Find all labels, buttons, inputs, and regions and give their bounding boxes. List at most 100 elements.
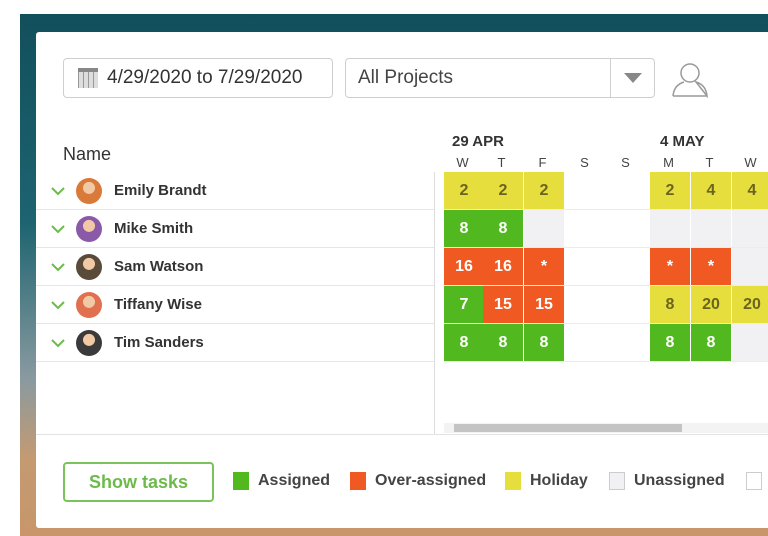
legend-label: Over-assigned xyxy=(375,472,487,489)
allocation-cell[interactable]: 7 xyxy=(444,286,484,323)
allocation-cell[interactable]: 8 xyxy=(483,210,523,247)
person-row[interactable]: Tiffany Wise xyxy=(36,286,434,324)
day-label: S xyxy=(621,155,630,170)
allocation-cell[interactable] xyxy=(607,172,647,209)
allocation-cell[interactable]: 2 xyxy=(650,172,690,209)
day-label: T xyxy=(497,155,506,170)
allocation-cell[interactable]: 8 xyxy=(524,324,564,361)
allocation-cell[interactable]: * xyxy=(524,248,564,285)
legend-item: Assigned xyxy=(233,472,330,490)
date-range-text: 4/29/2020 to 7/29/2020 xyxy=(107,67,303,88)
column-divider[interactable] xyxy=(434,172,435,434)
chevron-down-icon[interactable] xyxy=(50,297,66,313)
allocation-cell[interactable] xyxy=(691,210,731,247)
scrollbar-thumb[interactable] xyxy=(454,424,682,432)
legend-swatch xyxy=(505,472,521,490)
person-name[interactable]: Tim Sanders xyxy=(114,334,204,351)
person-row[interactable]: Mike Smith xyxy=(36,210,434,248)
week-label: 4 MAY xyxy=(660,133,705,150)
allocation-cell[interactable]: 15 xyxy=(483,286,523,323)
chevron-down-icon[interactable] xyxy=(50,183,66,199)
allocation-cell[interactable] xyxy=(524,210,564,247)
allocation-cell[interactable]: 4 xyxy=(691,172,731,209)
allocation-cell[interactable]: 8 xyxy=(650,324,690,361)
calendar-icon xyxy=(78,68,98,88)
allocation-cell[interactable] xyxy=(607,248,647,285)
project-select[interactable]: All Projects xyxy=(345,58,655,98)
allocation-cell[interactable]: 8 xyxy=(650,286,690,323)
avatar xyxy=(76,215,102,242)
allocation-cell[interactable] xyxy=(566,172,606,209)
chevron-down-icon[interactable] xyxy=(50,221,66,237)
allocation-cell[interactable] xyxy=(566,248,606,285)
allocation-cell[interactable]: 8 xyxy=(483,324,523,361)
day-label: M xyxy=(663,155,674,170)
person-row[interactable]: Sam Watson xyxy=(36,248,434,286)
avatar xyxy=(76,291,102,318)
allocation-cell[interactable] xyxy=(607,286,647,323)
allocation-cell[interactable]: 8 xyxy=(691,324,731,361)
allocation-cell[interactable]: 15 xyxy=(524,286,564,323)
avatar xyxy=(76,253,102,280)
caret-down-icon xyxy=(623,73,642,83)
legend-item xyxy=(746,472,768,490)
person-name[interactable]: Mike Smith xyxy=(114,220,194,237)
allocation-cell[interactable] xyxy=(607,210,647,247)
allocation-cell[interactable]: 20 xyxy=(691,286,731,323)
chevron-down-icon[interactable] xyxy=(50,335,66,351)
legend-label: Unassigned xyxy=(634,472,725,489)
allocation-cell[interactable] xyxy=(650,210,690,247)
row-divider xyxy=(444,285,768,286)
allocation-cell[interactable] xyxy=(732,248,768,285)
legend-item: Holiday xyxy=(505,472,588,490)
row-divider xyxy=(444,209,768,210)
horizontal-scrollbar[interactable] xyxy=(444,423,768,433)
footer-divider xyxy=(36,434,768,435)
allocation-cell[interactable]: 4 xyxy=(732,172,768,209)
day-label: F xyxy=(538,155,547,170)
row-divider xyxy=(444,361,768,362)
show-tasks-button[interactable]: Show tasks xyxy=(63,462,214,502)
project-select-value: All Projects xyxy=(358,67,454,88)
legend-item: Unassigned xyxy=(609,472,725,490)
allocation-cell[interactable] xyxy=(607,324,647,361)
allocation-cell[interactable]: * xyxy=(691,248,731,285)
legend-swatch xyxy=(350,472,366,490)
person-name[interactable]: Sam Watson xyxy=(114,258,204,275)
person-name[interactable]: Emily Brandt xyxy=(114,182,207,199)
day-label: W xyxy=(456,155,469,170)
person-row[interactable]: Emily Brandt xyxy=(36,172,434,210)
legend-item: Over-assigned xyxy=(350,472,486,490)
day-label: W xyxy=(744,155,757,170)
allocation-cell[interactable] xyxy=(732,324,768,361)
allocation-cell[interactable] xyxy=(732,210,768,247)
person-row[interactable]: Tim Sanders xyxy=(36,324,434,362)
allocation-cell[interactable]: 2 xyxy=(483,172,523,209)
week-label: 29 APR xyxy=(452,133,504,150)
allocation-cell[interactable]: 8 xyxy=(444,324,484,361)
allocation-cell[interactable]: 20 xyxy=(732,286,768,323)
legend-label: Holiday xyxy=(530,472,588,489)
allocation-cell[interactable] xyxy=(566,324,606,361)
user-icon[interactable] xyxy=(670,60,710,98)
allocation-cell[interactable]: 16 xyxy=(483,248,523,285)
day-label: S xyxy=(580,155,589,170)
avatar xyxy=(76,177,102,204)
date-range-picker[interactable]: 4/29/2020 to 7/29/2020 xyxy=(63,58,333,98)
allocation-cell[interactable] xyxy=(566,210,606,247)
legend-label: Assigned xyxy=(258,472,331,489)
allocation-cell[interactable]: * xyxy=(650,248,690,285)
allocation-cell[interactable]: 2 xyxy=(524,172,564,209)
allocation-cell[interactable]: 2 xyxy=(444,172,484,209)
allocation-cell[interactable]: 8 xyxy=(444,210,484,247)
person-name[interactable]: Tiffany Wise xyxy=(114,296,202,313)
legend-swatch xyxy=(746,472,762,490)
avatar xyxy=(76,329,102,356)
allocation-cell[interactable]: 16 xyxy=(444,248,484,285)
allocation-cell[interactable] xyxy=(566,286,606,323)
chevron-down-icon[interactable] xyxy=(50,259,66,275)
day-label: T xyxy=(705,155,714,170)
row-divider xyxy=(444,247,768,248)
dropdown-button[interactable] xyxy=(610,59,654,97)
name-column-header: Name xyxy=(63,144,112,164)
